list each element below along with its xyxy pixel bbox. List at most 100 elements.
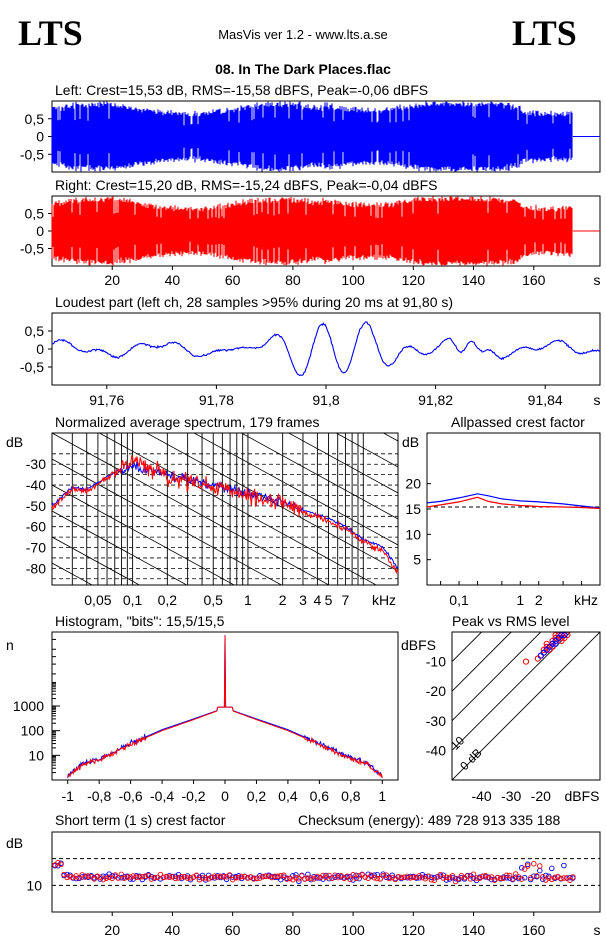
left-waveform-panel: 0,5 0-0,5 bbox=[20, 100, 601, 173]
shortcrest-point bbox=[263, 873, 269, 880]
spectrum-slope-line bbox=[52, 458, 283, 585]
shortcrest-point bbox=[257, 875, 263, 881]
peakrms-xtick-label: -20 bbox=[531, 788, 551, 804]
shortcrest-point bbox=[284, 876, 290, 882]
shortcrest-point bbox=[166, 874, 173, 881]
spectrum-ylabel: dB bbox=[6, 434, 23, 450]
shortcrest-point bbox=[518, 865, 525, 871]
shortcrest-point bbox=[527, 876, 534, 883]
shortcrest-point bbox=[443, 874, 450, 881]
shortcrest-point bbox=[296, 876, 302, 882]
histogram-xtick-label: 0,2 bbox=[247, 788, 267, 804]
peakrms-title: Peak vs RMS level bbox=[452, 613, 569, 629]
shortcrest-point bbox=[299, 873, 305, 879]
waveform_right-ytick-label: 0,5 bbox=[25, 206, 45, 222]
shortcrest-point bbox=[440, 875, 447, 881]
shortcrest-point bbox=[269, 874, 275, 881]
histogram-ytick-label: 10 bbox=[28, 747, 44, 763]
waveform_right-xtick-label: 20 bbox=[104, 272, 120, 288]
shortcrest-point bbox=[561, 862, 567, 869]
shortcrest-point bbox=[133, 874, 140, 880]
shortcrest-xtick-label: 40 bbox=[165, 922, 181, 938]
waveform_right-xtick-label: 40 bbox=[165, 272, 181, 288]
shortcrest-point bbox=[470, 871, 477, 877]
spectrum-slope-line bbox=[52, 173, 398, 363]
spectrum-slope-line bbox=[98, 433, 377, 585]
right-waveform-panel: 0,50 -0,5 20 40 60 80 100 120 140 160 s bbox=[20, 195, 601, 288]
shortcrest-point bbox=[208, 874, 215, 880]
shortcrest-point bbox=[401, 874, 408, 880]
shortcrest-point bbox=[160, 874, 167, 881]
left-waveform-title: Left: Crest=15,53 dB, RMS=-15,58 dBFS, P… bbox=[55, 82, 428, 98]
shortcrest-point bbox=[446, 874, 453, 881]
spectrum-panel: -30 -40 -50 -60 -70 -80 0,05 0,1 0,2 0,5 1 2 3 4 5 7 kHz bbox=[26, 173, 399, 608]
shortcrest-point bbox=[371, 872, 377, 878]
histogram-title: Histogram, "bits": 15,5/15,5 bbox=[55, 613, 225, 629]
shortcrest-point bbox=[540, 874, 546, 880]
shortcrest-point bbox=[166, 872, 173, 879]
histogram-xtick-label: 0,6 bbox=[310, 788, 330, 804]
shortcrest-frame bbox=[51, 831, 601, 913]
shortcrest-point bbox=[79, 874, 85, 880]
loudest-part-frame bbox=[51, 312, 601, 386]
shortcrest-point bbox=[305, 875, 311, 881]
shortcrest-point bbox=[142, 873, 149, 879]
shortcrest-point bbox=[335, 873, 341, 879]
shortcrest-point bbox=[100, 876, 106, 883]
allpassed-ylabel: dB bbox=[402, 434, 419, 450]
shortcrest-point bbox=[205, 876, 212, 882]
peakrms-point bbox=[522, 658, 530, 665]
peakrms-point bbox=[552, 640, 559, 647]
loudest-xlabel: s bbox=[594, 392, 601, 408]
loudest-ytick-label: -0,5 bbox=[20, 359, 44, 375]
shortcrest-point bbox=[296, 878, 302, 885]
shortcrest-point bbox=[226, 872, 233, 878]
allpassed-xlabel: kHz bbox=[574, 592, 598, 608]
spectrum-xtick-label: 4 bbox=[313, 592, 321, 608]
shortcrest-point bbox=[494, 875, 501, 881]
spectrum-xtick-label: 3 bbox=[299, 592, 307, 608]
waveform_right-xtick-label: 100 bbox=[341, 272, 365, 288]
shortcrest-point bbox=[97, 876, 103, 882]
shortcrest-point bbox=[124, 874, 131, 880]
shortcrest-point bbox=[305, 871, 311, 878]
peakrms-crest-line bbox=[452, 632, 572, 752]
shortcrest-point bbox=[220, 874, 227, 880]
shortcrest-point bbox=[464, 873, 471, 879]
histogram-ytick-label: 100 bbox=[21, 723, 45, 739]
spectrum-xlabel: kHz bbox=[372, 592, 396, 608]
spectrum-slope-line bbox=[335, 433, 398, 468]
peakrms-ytick-label: -30 bbox=[426, 713, 446, 729]
waveform_left-ytick-label: 0,5 bbox=[25, 111, 45, 127]
shortcrest-point bbox=[178, 873, 185, 880]
shortcrest-point bbox=[386, 875, 392, 882]
peakrms-point bbox=[546, 643, 553, 650]
loudest-xtick-label: 91,82 bbox=[418, 392, 453, 408]
shortcrest-point bbox=[172, 875, 179, 882]
shortcrest-point bbox=[85, 873, 91, 879]
allpassed-ytick-label: 10 bbox=[405, 526, 421, 542]
shortcrest-point bbox=[278, 872, 284, 879]
shortcrest-point bbox=[332, 874, 338, 881]
spectrum-slope-line bbox=[52, 484, 235, 585]
shortcrest-point bbox=[130, 873, 137, 879]
loudest-ytick-label: 0 bbox=[36, 341, 44, 357]
histogram-xtick-label: -0,8 bbox=[87, 788, 111, 804]
shortcrest-point bbox=[58, 861, 64, 868]
shortcrest-point bbox=[118, 871, 125, 878]
shortcrest-point bbox=[73, 875, 79, 882]
shortcrest-point bbox=[175, 875, 182, 881]
shortcrest-point bbox=[389, 872, 395, 878]
shortcrest-point bbox=[139, 873, 146, 880]
allpassed-ytick-label: 20 bbox=[405, 476, 421, 492]
shortcrest-point bbox=[55, 859, 61, 866]
shortcrest-point bbox=[537, 867, 543, 874]
shortcrest-point bbox=[500, 875, 507, 881]
spectrum-xtick-label: 0,2 bbox=[158, 592, 178, 608]
spectrum-xtick-label: 7 bbox=[342, 592, 350, 608]
shortcrest-point bbox=[260, 873, 266, 880]
histogram-xtick-label: -0,6 bbox=[119, 788, 143, 804]
